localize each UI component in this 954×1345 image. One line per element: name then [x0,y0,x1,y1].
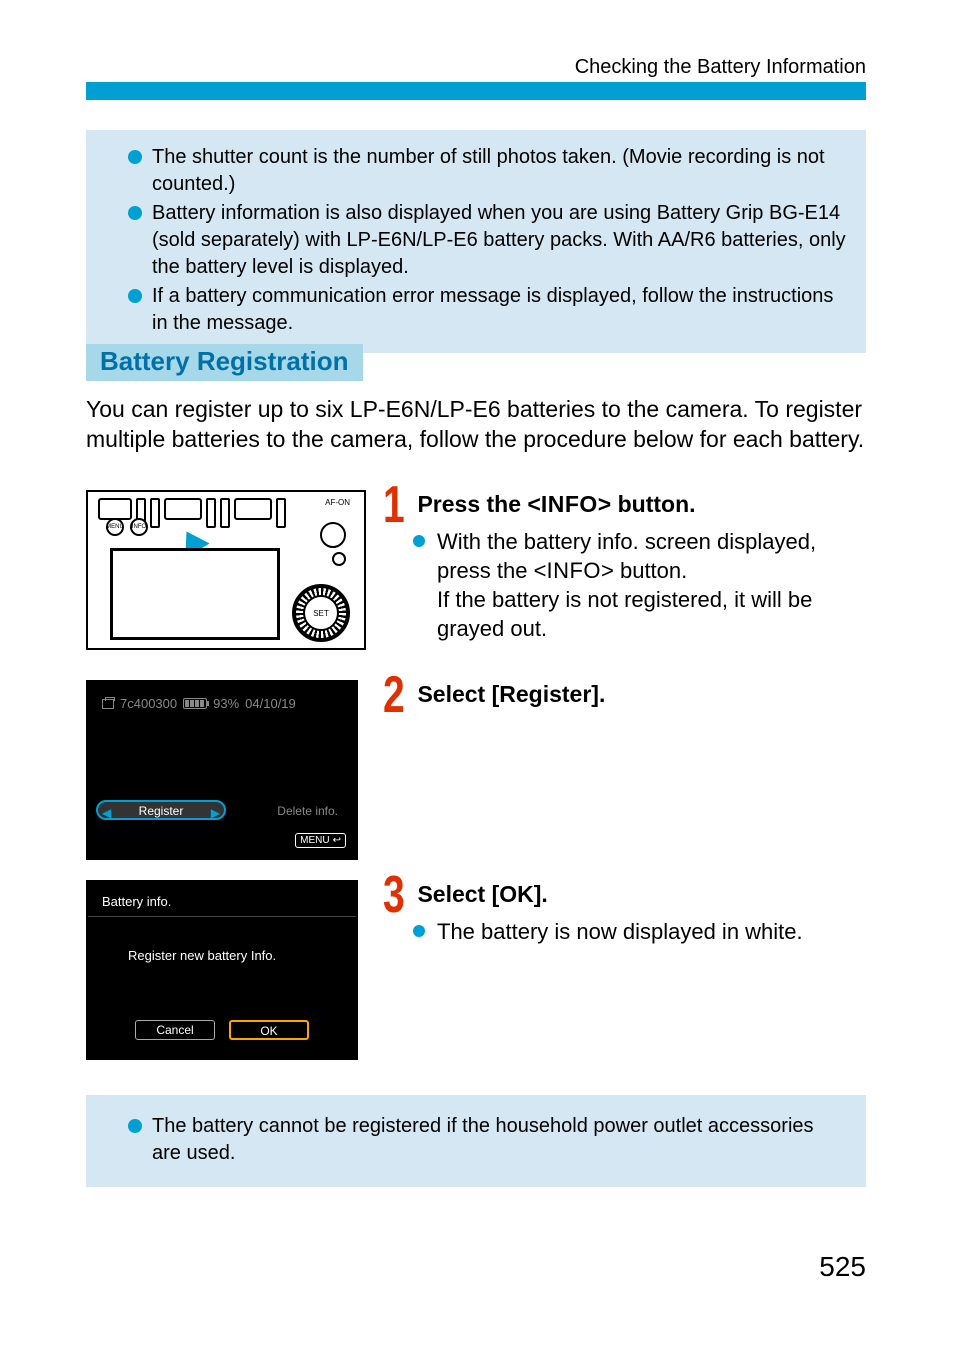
left-arrow-icon: ◀ [102,804,111,822]
pct: 93% [213,696,239,711]
note-box-2: The battery cannot be registered if the … [86,1095,866,1187]
section-title-wrap: Battery Registration [86,344,363,381]
label: MENU [300,835,329,846]
step-3: Battery info. Register new battery Info.… [86,880,866,1060]
note-item: If a battery communication error message… [128,283,846,337]
step-heading: Select [Register]. [417,681,605,707]
bullet-icon [128,150,142,164]
lcd-register-screen: 7c400300 93% 04/10/19 ◀ Register ▶ Delet… [86,680,358,860]
info-glyph: INFO [546,558,601,583]
step-2: 7c400300 93% 04/10/19 ◀ Register ▶ Delet… [86,680,866,860]
delete-info-label: Delete info. [277,804,338,818]
menu-back-button[interactable]: MENU ↩ [295,833,346,848]
step-number: 1 [383,490,406,521]
lcd-confirm-screen: Battery info. Register new battery Info.… [86,880,358,1060]
section-intro: You can register up to six LP-E6N/LP-E6 … [86,394,866,454]
bullet-icon [413,925,425,937]
step-heading: Press the <INFO> button. [417,491,695,517]
t: Press the < [417,491,540,517]
t: > button. [598,491,696,517]
note-item: Battery information is also displayed wh… [128,200,846,281]
ok-button[interactable]: OK [229,1020,309,1040]
note-item: The battery cannot be registered if the … [128,1113,846,1167]
note-text: The battery cannot be registered if the … [152,1113,846,1167]
note-text: If a battery communication error message… [152,283,846,337]
page-header: Checking the Battery Information [575,56,866,79]
note-item: The shutter count is the number of still… [128,144,846,198]
right-arrow-icon: ▶ [211,804,220,822]
step-number: 2 [383,680,406,711]
dialog-title: Battery info. [102,894,171,909]
bullet-icon [128,1119,142,1133]
step-number: 3 [383,880,406,911]
step-heading: Select [OK]. [417,881,547,907]
step-body-text: The battery is now displayed in white. [437,917,803,946]
header-rule [86,82,866,100]
date: 04/10/19 [245,696,296,711]
dialog-message: Register new battery Info. [128,948,276,963]
serial: 7c400300 [120,696,177,711]
camera-diagram: AF-ON MENU INFO SET [86,490,366,650]
bullet-icon [413,535,425,547]
bullet-icon [128,206,142,220]
note-text: The shutter count is the number of still… [152,144,846,198]
step-1: AF-ON MENU INFO SET 1 Press the <INFO> b… [86,490,866,650]
card-icon [102,699,114,709]
page-number: 525 [819,1251,866,1283]
note-text: Battery information is also displayed wh… [152,200,846,281]
register-button[interactable]: ◀ Register ▶ [96,800,226,820]
return-icon: ↩ [333,835,341,846]
info-glyph: INFO [541,491,598,517]
battery-icon [183,698,207,709]
t: If the battery is not registered, it wil… [437,587,812,641]
bullet-icon [128,289,142,303]
t: > button. [601,558,687,583]
section-title: Battery Registration [86,344,363,381]
label: Register [139,804,184,818]
step-body-text: With the battery info. screen displayed,… [437,527,866,643]
cancel-button[interactable]: Cancel [135,1020,215,1040]
note-box-1: The shutter count is the number of still… [86,130,866,353]
